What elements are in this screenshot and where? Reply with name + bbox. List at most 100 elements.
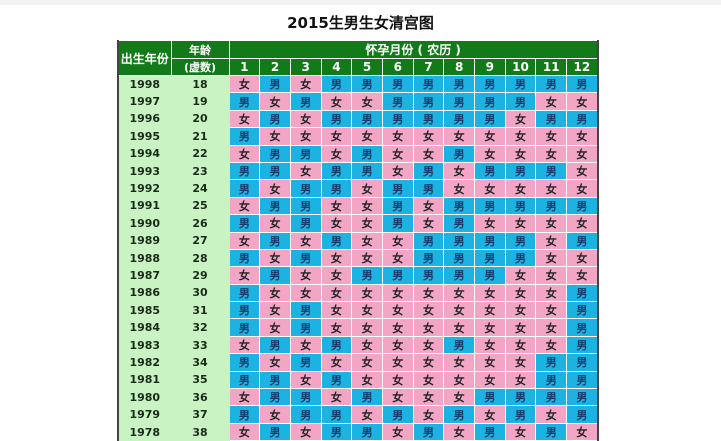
boy-cell: 男 [443, 335, 475, 355]
boy-cell: 男 [443, 248, 475, 268]
boy-cell: 男 [381, 405, 414, 424]
girl-cell: 女 [412, 353, 445, 372]
girl-cell: 女 [320, 92, 353, 111]
month-header: 8 [443, 58, 475, 76]
boy-cell: 男 [412, 248, 445, 268]
boy-cell: 男 [259, 109, 291, 129]
boy-cell: 男 [504, 248, 537, 268]
girl-cell: 女 [228, 109, 261, 129]
boy-cell: 男 [228, 127, 261, 146]
girl-cell: 女 [474, 144, 506, 163]
girl-cell: 女 [412, 301, 445, 320]
girl-cell: 女 [351, 214, 383, 233]
boy-cell: 男 [535, 109, 568, 129]
birth-year-cell: 1984 [117, 318, 172, 337]
boy-cell: 男 [351, 74, 383, 94]
girl-cell: 女 [535, 144, 568, 163]
boy-cell: 男 [259, 388, 291, 407]
girl-cell: 女 [351, 127, 383, 146]
boy-cell: 男 [412, 92, 445, 111]
birth-year-cell: 1979 [117, 405, 172, 424]
boy-cell: 男 [289, 301, 322, 320]
boy-cell: 男 [412, 74, 445, 94]
girl-cell: 女 [504, 353, 537, 372]
girl-cell: 女 [381, 301, 414, 320]
boy-cell: 男 [474, 92, 506, 111]
boy-cell: 男 [259, 231, 291, 250]
girl-cell: 女 [289, 335, 322, 355]
girl-cell: 女 [535, 231, 568, 250]
boy-cell: 男 [443, 196, 475, 216]
girl-cell: 女 [412, 335, 445, 355]
girl-cell: 女 [412, 388, 445, 407]
boy-cell: 男 [535, 353, 568, 372]
birth-year-cell: 1980 [117, 388, 172, 407]
boy-cell: 男 [566, 74, 599, 94]
girl-cell: 女 [228, 266, 261, 285]
girl-cell: 女 [381, 422, 414, 441]
boy-cell: 男 [412, 179, 445, 198]
table-row: 1990 26 男女男女女男女男女女女女 [117, 214, 599, 233]
girl-cell: 女 [412, 196, 445, 216]
age-cell: 35 [170, 370, 230, 390]
boy-cell: 男 [412, 161, 445, 181]
girl-cell: 女 [504, 370, 537, 390]
boy-cell: 男 [504, 74, 537, 94]
girl-cell: 女 [259, 353, 291, 372]
boy-cell: 男 [320, 370, 353, 390]
boy-cell: 男 [381, 266, 414, 285]
boy-cell: 男 [566, 109, 599, 129]
girl-cell: 女 [535, 335, 568, 355]
boy-cell: 男 [259, 266, 291, 285]
birth-year-cell: 1996 [117, 109, 172, 129]
girl-cell: 女 [259, 405, 291, 424]
table-row: 1982 34 男女男女女女女女女女男男 [117, 353, 599, 372]
girl-cell: 女 [320, 318, 353, 337]
boy-cell: 男 [443, 74, 475, 94]
girl-cell: 女 [320, 248, 353, 268]
boy-cell: 男 [289, 144, 322, 163]
boy-cell: 男 [320, 405, 353, 424]
girl-cell: 女 [289, 109, 322, 129]
birth-year-header: 出生年份 [117, 40, 172, 76]
table-row: 1995 21 男女女女女女女女女女女女 [117, 127, 599, 146]
boy-cell: 男 [566, 353, 599, 372]
girl-cell: 女 [259, 301, 291, 320]
boy-cell: 男 [381, 214, 414, 233]
girl-cell: 女 [351, 196, 383, 216]
boy-cell: 男 [289, 92, 322, 111]
table-row: 1984 32 男女男女女女女女女女女男 [117, 318, 599, 337]
girl-cell: 女 [504, 144, 537, 163]
girl-cell: 女 [228, 74, 261, 94]
girl-cell: 女 [320, 266, 353, 285]
girl-cell: 女 [351, 405, 383, 424]
age-cell: 36 [170, 388, 230, 407]
age-header: 年龄 [170, 40, 230, 59]
girl-cell: 女 [566, 179, 599, 198]
boy-cell: 男 [351, 144, 383, 163]
boy-cell: 男 [351, 422, 383, 441]
boy-cell: 男 [228, 179, 261, 198]
boy-cell: 男 [381, 74, 414, 94]
age-cell: 21 [170, 127, 230, 146]
age-cell: 22 [170, 144, 230, 163]
boy-cell: 男 [412, 266, 445, 285]
girl-cell: 女 [351, 179, 383, 198]
girl-cell: 女 [228, 335, 261, 355]
month-header: 4 [320, 58, 353, 76]
girl-cell: 女 [351, 301, 383, 320]
girl-cell: 女 [259, 127, 291, 146]
boy-cell: 男 [289, 248, 322, 268]
boy-cell: 男 [443, 405, 475, 424]
boy-cell: 男 [320, 109, 353, 129]
boy-cell: 男 [259, 144, 291, 163]
boy-cell: 男 [504, 405, 537, 424]
girl-cell: 女 [259, 318, 291, 337]
girl-cell: 女 [412, 127, 445, 146]
birth-year-cell: 1989 [117, 231, 172, 250]
boy-cell: 男 [351, 388, 383, 407]
table-row: 1993 23 男男女男男女男女男男男女 [117, 161, 599, 181]
girl-cell: 女 [443, 179, 475, 198]
boy-cell: 男 [289, 196, 322, 216]
boy-cell: 男 [535, 388, 568, 407]
